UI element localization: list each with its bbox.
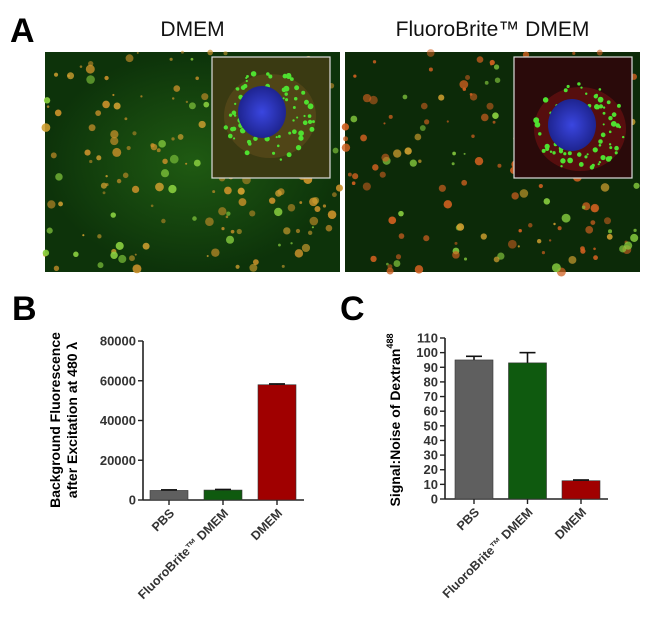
y-tick-label: 50 bbox=[424, 418, 438, 433]
y-tick-label: 70 bbox=[424, 389, 438, 404]
bar-pbs bbox=[149, 490, 189, 501]
y-tick-label: 80000 bbox=[100, 334, 136, 349]
y-tick-label: 0 bbox=[431, 492, 438, 507]
y-tick-label: 90 bbox=[424, 360, 438, 375]
x-tick-label: FluoroBrite™ DMEM bbox=[440, 505, 536, 601]
x-tick-label: DMEM bbox=[248, 506, 285, 543]
micro-dmem-image bbox=[41, 49, 343, 274]
y-tick-label: 40000 bbox=[100, 413, 136, 428]
chart-c-ylabel-group: Signal:Noise of Dextran488 bbox=[385, 334, 403, 507]
x-tick-label: PBS bbox=[454, 505, 482, 533]
y-tick-label: 10 bbox=[424, 477, 438, 492]
y-tick-label: 20 bbox=[424, 462, 438, 477]
chart-c-ylabel: Signal:Noise of Dextran bbox=[387, 349, 403, 507]
y-tick-label: 60000 bbox=[100, 373, 136, 388]
x-tick-label: PBS bbox=[149, 506, 177, 534]
bar-dmem bbox=[561, 480, 601, 500]
panel-c-letter: C bbox=[340, 290, 365, 328]
y-tick-label: 0 bbox=[129, 493, 136, 508]
micro-fluorobrite-image bbox=[341, 49, 640, 277]
x-tick-label: FluoroBrite™ DMEM bbox=[135, 506, 231, 602]
microscopy-images bbox=[41, 49, 640, 277]
nucleus bbox=[238, 86, 286, 138]
y-tick-label: 20000 bbox=[100, 453, 136, 468]
y-tick-label: 40 bbox=[424, 433, 438, 448]
y-tick-label: 110 bbox=[417, 331, 438, 346]
bar-dmem bbox=[257, 384, 297, 501]
chart-b-ylabel-line2: after Excitation at 480 λ bbox=[64, 342, 80, 499]
x-tick-label: DMEM bbox=[552, 505, 589, 542]
panel-b-letter: B bbox=[12, 290, 37, 328]
nucleus bbox=[548, 99, 596, 151]
y-tick-label: 30 bbox=[424, 448, 438, 463]
chart-b-ylabel-line1: Background Fluorescence bbox=[47, 332, 63, 508]
panel-a-right-title: FluoroBrite™ DMEM bbox=[395, 18, 590, 41]
panel-a-letter: A bbox=[10, 12, 35, 50]
bar-fluorobrite-dmem bbox=[508, 362, 547, 500]
y-tick-label: 60 bbox=[424, 404, 438, 419]
y-tick-label: 100 bbox=[416, 345, 438, 360]
bar-fluorobrite-dmem bbox=[203, 489, 243, 501]
chart-c-ylabel-superscript: 488 bbox=[385, 334, 395, 349]
micro-dmem-inset bbox=[211, 56, 331, 179]
y-tick-label: 80 bbox=[424, 374, 438, 389]
panel-a-left-title: DMEM bbox=[160, 18, 225, 41]
micro-fluorobrite-inset bbox=[513, 56, 633, 179]
bar-pbs bbox=[454, 359, 494, 500]
